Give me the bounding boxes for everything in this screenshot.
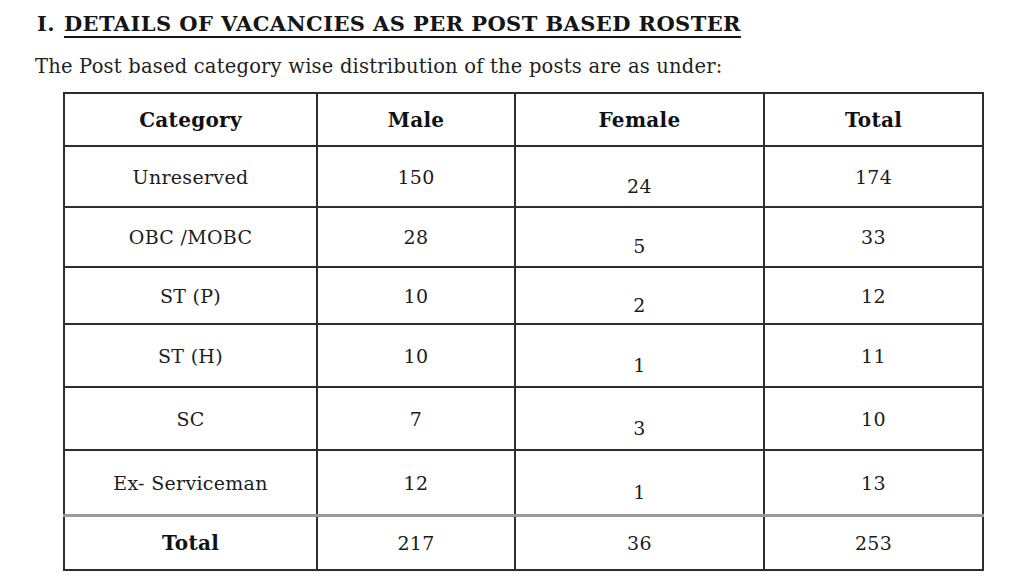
cell-category: Unreserved	[64, 146, 317, 207]
table-row: Unreserved 150 24 174	[64, 146, 983, 207]
column-header-total: Total	[764, 93, 983, 146]
cell-category: Ex- Serviceman	[64, 450, 317, 516]
cell-female: 1	[515, 450, 764, 516]
cell-total-label: Total	[64, 516, 317, 571]
table-row: ST (P) 10 2 12	[64, 267, 983, 324]
table-header-row: Category Male Female Total	[64, 93, 983, 146]
cell-male: 10	[317, 324, 515, 387]
column-header-male: Male	[317, 93, 515, 146]
table-row: OBC /MOBC 28 5 33	[64, 207, 983, 267]
section-numeral: I.	[37, 11, 55, 36]
document-page: I. DETAILS OF VACANCIES AS PER POST BASED…	[0, 0, 1024, 587]
column-header-category: Category	[64, 93, 317, 146]
cell-male: 12	[317, 450, 515, 516]
cell-total-female: 36	[515, 516, 764, 571]
column-header-female: Female	[515, 93, 764, 146]
cell-category: SC	[64, 387, 317, 450]
table-row: Ex- Serviceman 12 1 13	[64, 450, 983, 516]
cell-total-male: 217	[317, 516, 515, 571]
cell-female: 5	[515, 207, 764, 267]
cell-category: ST (P)	[64, 267, 317, 324]
table-row: SC 7 3 10	[64, 387, 983, 450]
table-caption: The Post based category wise distributio…	[35, 55, 723, 78]
table-total-row: Total 217 36 253	[64, 516, 983, 571]
cell-total: 12	[764, 267, 983, 324]
cell-female: 3	[515, 387, 764, 450]
cell-total: 11	[764, 324, 983, 387]
vacancy-table: Category Male Female Total Unreserved 15…	[63, 92, 984, 571]
cell-category: OBC /MOBC	[64, 207, 317, 267]
cell-category: ST (H)	[64, 324, 317, 387]
cell-total: 10	[764, 387, 983, 450]
cell-female: 1	[515, 324, 764, 387]
cell-female: 24	[515, 146, 764, 207]
table-row: ST (H) 10 1 11	[64, 324, 983, 387]
cell-total: 13	[764, 450, 983, 516]
section-heading: I. DETAILS OF VACANCIES AS PER POST BASED…	[37, 11, 741, 36]
section-title: DETAILS OF VACANCIES AS PER POST BASED R…	[64, 11, 741, 36]
cell-male: 150	[317, 146, 515, 207]
cell-female: 2	[515, 267, 764, 324]
cell-male: 7	[317, 387, 515, 450]
cell-male: 10	[317, 267, 515, 324]
cell-total-total: 253	[764, 516, 983, 571]
cell-total: 174	[764, 146, 983, 207]
cell-total: 33	[764, 207, 983, 267]
cell-male: 28	[317, 207, 515, 267]
